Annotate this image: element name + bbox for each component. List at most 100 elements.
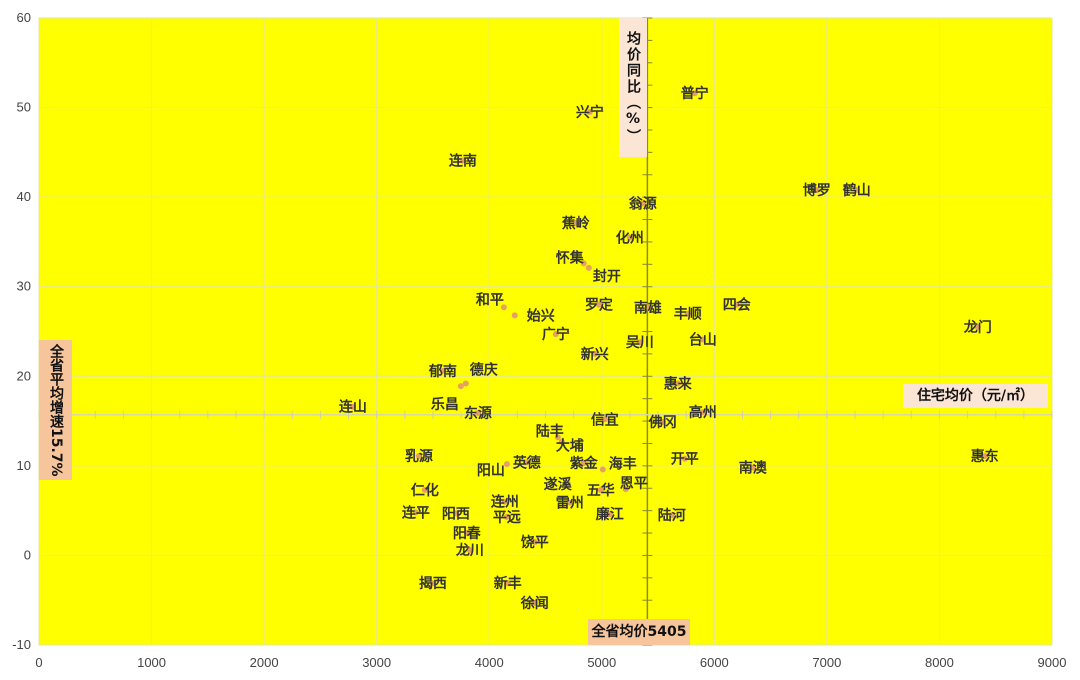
point-label: 东源 — [464, 405, 492, 422]
x-tick-label: 7000 — [812, 655, 841, 670]
point-label: 遂溪 — [544, 476, 573, 493]
data-point — [684, 310, 691, 317]
x-tick-label: 4000 — [475, 655, 504, 670]
data-point — [981, 453, 988, 460]
plot-area — [38, 17, 1053, 646]
y-tick-label: 60 — [17, 10, 31, 25]
x-tick-label: 6000 — [700, 655, 729, 670]
point-label: 始兴 — [527, 307, 555, 324]
data-point — [412, 509, 419, 516]
point-label: 阳山 — [477, 463, 505, 479]
data-point — [659, 418, 666, 425]
data-point — [699, 409, 706, 416]
data-point — [733, 301, 740, 308]
data-point — [974, 324, 981, 331]
point-label: 乐昌 — [431, 396, 459, 413]
point-label: 连州 — [491, 494, 519, 511]
data-point — [531, 538, 538, 545]
data-point — [585, 264, 592, 271]
data-point — [349, 403, 356, 410]
x-tick-label: 0 — [35, 655, 42, 670]
data-point — [421, 487, 428, 494]
data-point — [558, 438, 565, 445]
x-tick-label: 1000 — [137, 655, 166, 670]
point-label: 普宁 — [681, 85, 709, 102]
data-point — [586, 109, 593, 116]
data-point — [511, 312, 518, 319]
point-label: 恩平 — [620, 476, 648, 492]
data-point — [636, 339, 643, 346]
data-point — [523, 459, 530, 466]
point-label: 英德 — [512, 454, 541, 471]
point-label: 鹤山 — [843, 182, 871, 199]
point-label: 博罗 — [803, 182, 831, 199]
point-label: 翁源 — [629, 195, 657, 212]
x-axis-title: 住宅均价（元/㎡） — [903, 384, 1048, 408]
point-label: 高州 — [689, 404, 717, 421]
data-point — [554, 434, 561, 441]
x-tick-label: 9000 — [1038, 655, 1067, 670]
data-point — [429, 580, 436, 587]
point-label: 怀集 — [556, 249, 585, 266]
data-point — [853, 186, 860, 193]
point-label: 陆丰 — [536, 423, 564, 440]
point-label: 德庆 — [470, 361, 498, 378]
point-label: 龙川 — [455, 542, 484, 559]
point-label: 五华 — [587, 482, 615, 499]
point-label: 廉江 — [596, 506, 624, 523]
data-point — [681, 455, 688, 462]
y-tick-label: 40 — [17, 189, 31, 204]
point-label: 阳春 — [453, 525, 482, 542]
y-tick-label: 50 — [17, 100, 31, 115]
data-point — [503, 461, 510, 468]
data-point — [591, 350, 598, 357]
data-point — [580, 260, 587, 267]
data-point — [749, 464, 756, 471]
data-point — [503, 513, 510, 520]
point-label: 惠东 — [971, 448, 999, 465]
point-label: 连平 — [402, 504, 430, 521]
point-label: 丰顺 — [674, 306, 702, 323]
data-point — [595, 301, 602, 308]
data-point — [599, 466, 606, 473]
data-point — [601, 416, 608, 423]
point-label: 吴川 — [626, 335, 654, 351]
data-point — [606, 511, 613, 518]
data-point — [462, 380, 469, 387]
data-point — [439, 367, 446, 374]
x-tick-label: 3000 — [362, 655, 391, 670]
data-point — [415, 453, 422, 460]
data-point — [691, 90, 698, 97]
point-label: 南雄 — [634, 299, 662, 316]
point-label: 饶平 — [521, 534, 549, 551]
point-label: 陆河 — [658, 507, 686, 524]
data-point — [459, 157, 466, 164]
data-point — [504, 580, 511, 587]
x-tick-label: 8000 — [925, 655, 954, 670]
point-label: 龙门 — [963, 319, 992, 336]
data-point — [674, 380, 681, 387]
point-label: 乳源 — [405, 448, 433, 465]
point-label: 仁化 — [411, 482, 439, 499]
data-point — [531, 599, 538, 606]
data-point — [501, 498, 508, 505]
data-point — [644, 304, 651, 311]
data-point — [566, 499, 573, 506]
point-label: 佛冈 — [648, 414, 677, 431]
point-label: 新兴 — [581, 346, 609, 363]
province-avg-growth-label: 全省平均增速15.7% — [39, 340, 72, 480]
y-axis-title: 均价同比（%） — [619, 18, 647, 157]
data-point — [564, 480, 571, 487]
data-point — [466, 547, 473, 554]
point-label: 信宜 — [591, 411, 619, 428]
y-tick-label: -10 — [12, 637, 31, 652]
point-label: 揭西 — [419, 575, 447, 592]
point-label: 化州 — [616, 229, 644, 246]
y-tick-label: 20 — [17, 368, 31, 383]
data-point — [500, 304, 507, 311]
point-label: 和平 — [476, 292, 504, 308]
data-point — [626, 234, 633, 241]
point-label: 蕉岭 — [562, 215, 590, 232]
x-tick-label: 2000 — [250, 655, 279, 670]
point-label: 紫金 — [570, 455, 599, 472]
